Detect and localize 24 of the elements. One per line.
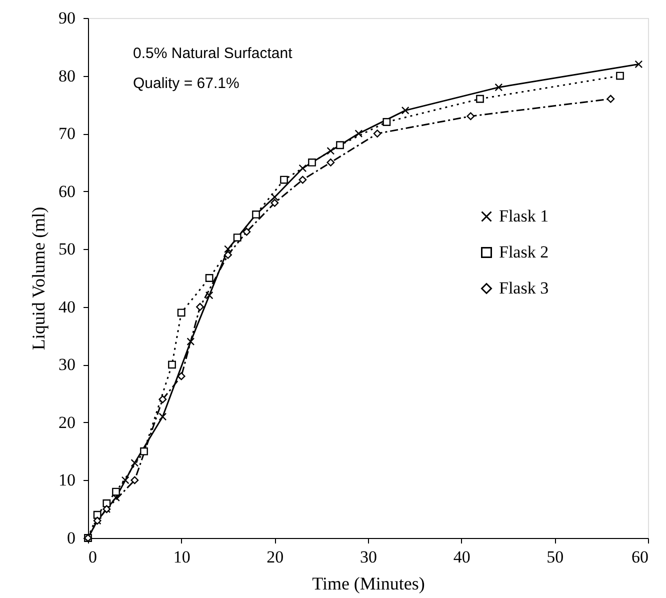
- annotation: Quality = 67.1%: [133, 75, 240, 92]
- x-tick-label: 0: [88, 548, 97, 566]
- legend-label: Flask 2: [499, 242, 549, 262]
- x-tick-label: 30: [360, 548, 377, 566]
- legend-label: Flask 1: [499, 206, 549, 226]
- y-tick-label: 60: [58, 182, 76, 201]
- y-tick-label: 0: [67, 528, 76, 548]
- legend-label: Flask 3: [499, 278, 549, 298]
- x-tick-label: 50: [546, 548, 564, 566]
- y-tick-label: 70: [58, 124, 76, 144]
- y-tick-label: 50: [58, 240, 76, 259]
- annotation: 0.5% Natural Surfactant: [133, 45, 294, 62]
- x-tick-label: 10: [173, 548, 190, 566]
- x-tick-label: 20: [266, 548, 284, 566]
- y-tick-label: 80: [58, 66, 76, 86]
- y-axis-title: Liquid Volume (ml): [28, 206, 48, 350]
- x-tick-label: 60: [632, 548, 648, 566]
- y-tick-label: 10: [58, 470, 76, 490]
- x-tick-label: 40: [453, 548, 470, 566]
- y-tick-label: 90: [58, 8, 76, 28]
- x-axis-title: Time (Minutes): [312, 574, 425, 594]
- y-tick-label: 30: [58, 355, 76, 374]
- y-tick-label: 40: [58, 297, 76, 316]
- y-tick-label: 20: [58, 412, 76, 432]
